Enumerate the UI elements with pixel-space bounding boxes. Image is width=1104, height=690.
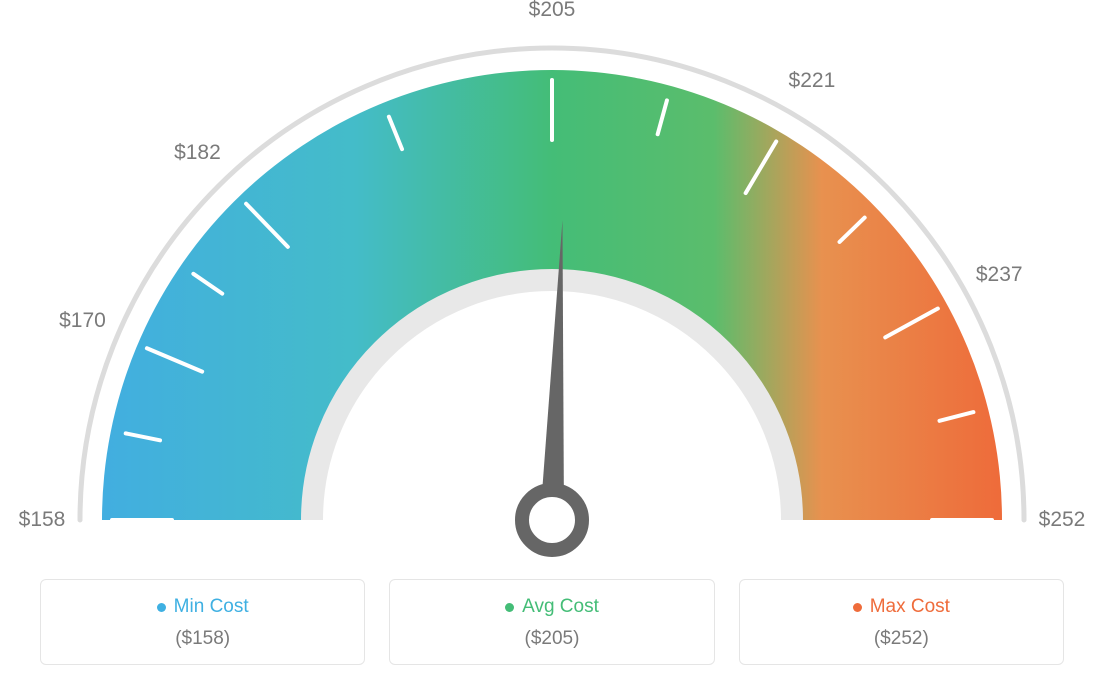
legend-label-text: Avg Cost [522, 596, 599, 618]
dot-icon [853, 603, 862, 612]
gauge-tick-label: $158 [19, 508, 66, 532]
legend-row: Min Cost ($158) Avg Cost ($205) Max Cost… [40, 579, 1064, 665]
gauge-chart: $158 $170 $182 $205 $221 $237 $252 [0, 0, 1104, 560]
gauge-svg [0, 0, 1104, 560]
legend-value-max: ($252) [750, 628, 1053, 650]
legend-label-avg: Avg Cost [505, 596, 599, 618]
dot-icon [157, 603, 166, 612]
cost-gauge-widget: { "gauge": { "type": "gauge", "center_x"… [0, 0, 1104, 690]
legend-card-max: Max Cost ($252) [739, 579, 1064, 665]
legend-label-min: Min Cost [157, 596, 249, 618]
legend-card-min: Min Cost ($158) [40, 579, 365, 665]
legend-value-avg: ($205) [400, 628, 703, 650]
gauge-tick-label: $170 [59, 309, 106, 333]
gauge-tick-label: $221 [789, 69, 836, 93]
gauge-tick-label: $182 [174, 141, 221, 165]
dot-icon [505, 603, 514, 612]
gauge-tick-label: $252 [1039, 508, 1086, 532]
gauge-tick-label: $205 [529, 0, 576, 22]
legend-label-max: Max Cost [853, 596, 950, 618]
legend-value-min: ($158) [51, 628, 354, 650]
legend-label-text: Max Cost [870, 596, 950, 618]
gauge-tick-label: $237 [976, 263, 1023, 287]
legend-label-text: Min Cost [174, 596, 249, 618]
legend-card-avg: Avg Cost ($205) [389, 579, 714, 665]
